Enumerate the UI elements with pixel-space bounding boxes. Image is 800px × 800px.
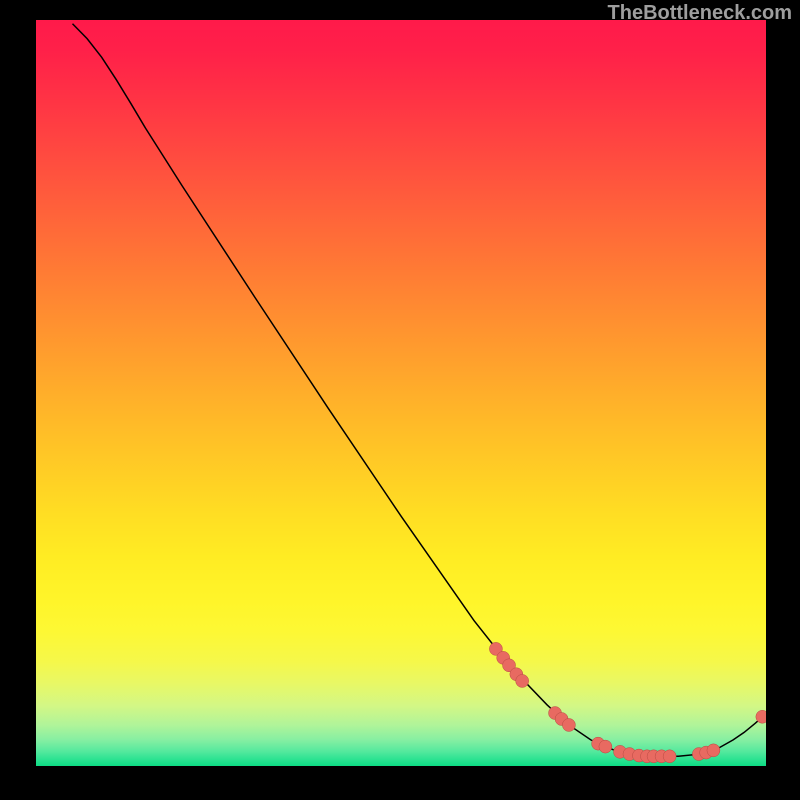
plot-area	[36, 20, 766, 766]
chart-svg	[36, 20, 766, 766]
marker-point	[707, 744, 720, 757]
marker-point	[516, 674, 529, 687]
marker-point	[562, 718, 575, 731]
watermark-text: TheBottleneck.com	[608, 2, 792, 25]
marker-point	[663, 750, 676, 763]
curve-path	[73, 24, 767, 757]
marker-point	[599, 740, 612, 753]
marker-point	[756, 710, 766, 723]
